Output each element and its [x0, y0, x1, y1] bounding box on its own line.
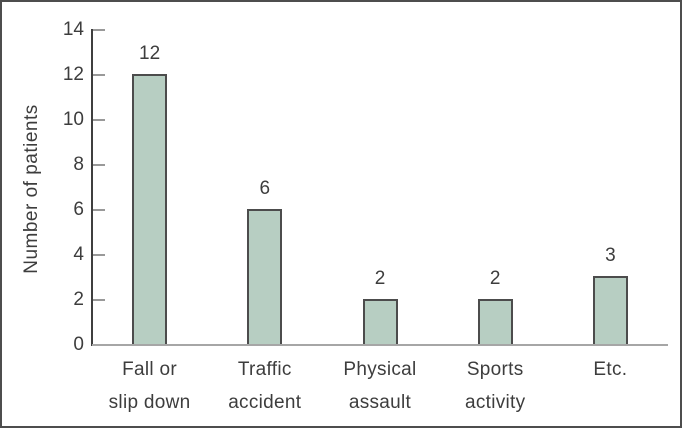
x-axis-line: [92, 344, 668, 346]
x-axis-category-label: Physical assault: [322, 353, 437, 419]
y-axis-tick: [93, 254, 105, 256]
x-axis-category-label: Etc.: [553, 353, 668, 386]
y-axis-tick-label: 12: [62, 64, 84, 85]
y-axis-tick: [93, 299, 105, 301]
x-axis-category-label-line: Traffic: [237, 359, 292, 380]
x-axis-category-label: Fall or slip down: [92, 353, 207, 419]
bar-value-label: 12: [139, 43, 161, 64]
x-axis-category-label-line: slip down: [108, 392, 191, 413]
x-axis-category-label-line: Physical: [343, 359, 417, 380]
bar-value-label: 6: [259, 178, 271, 199]
bar-value-label: 2: [374, 268, 386, 289]
bar: [362, 299, 398, 344]
y-axis-tick: [93, 209, 105, 211]
y-axis-tick: [93, 119, 105, 121]
y-axis-tick-label: 4: [73, 244, 84, 265]
bar-value-label: 2: [489, 268, 501, 289]
y-axis-tick-label: 6: [73, 199, 84, 220]
y-axis-tick-label: 10: [62, 109, 84, 130]
bar: [477, 299, 513, 344]
y-axis-tick-label: 14: [62, 19, 84, 40]
y-axis-tick: [93, 164, 105, 166]
x-axis-category-label-line: Sports: [466, 359, 524, 380]
y-axis-tick-label: 0: [73, 334, 84, 355]
x-axis-category-label: Traffic accident: [207, 353, 322, 419]
y-axis-tick-label: 2: [73, 289, 84, 310]
y-axis-tick: [93, 74, 105, 76]
x-axis-category-label-line: accident: [228, 392, 302, 413]
bar: [132, 74, 168, 344]
y-axis-line: [91, 29, 93, 346]
y-axis-tick: [93, 29, 105, 31]
x-axis-category-label-line: Etc.: [593, 359, 628, 380]
bar: [247, 209, 283, 344]
x-axis-category-label-line: assault: [348, 392, 412, 413]
x-axis-category-label: Sports activity: [438, 353, 553, 419]
bar: [592, 276, 628, 344]
bar-value-label: 3: [605, 245, 616, 266]
x-axis-category-label-line: activity: [464, 392, 526, 413]
x-axis-category-label-line: Fall or: [122, 359, 178, 380]
y-axis-tick-label: 8: [73, 154, 84, 175]
